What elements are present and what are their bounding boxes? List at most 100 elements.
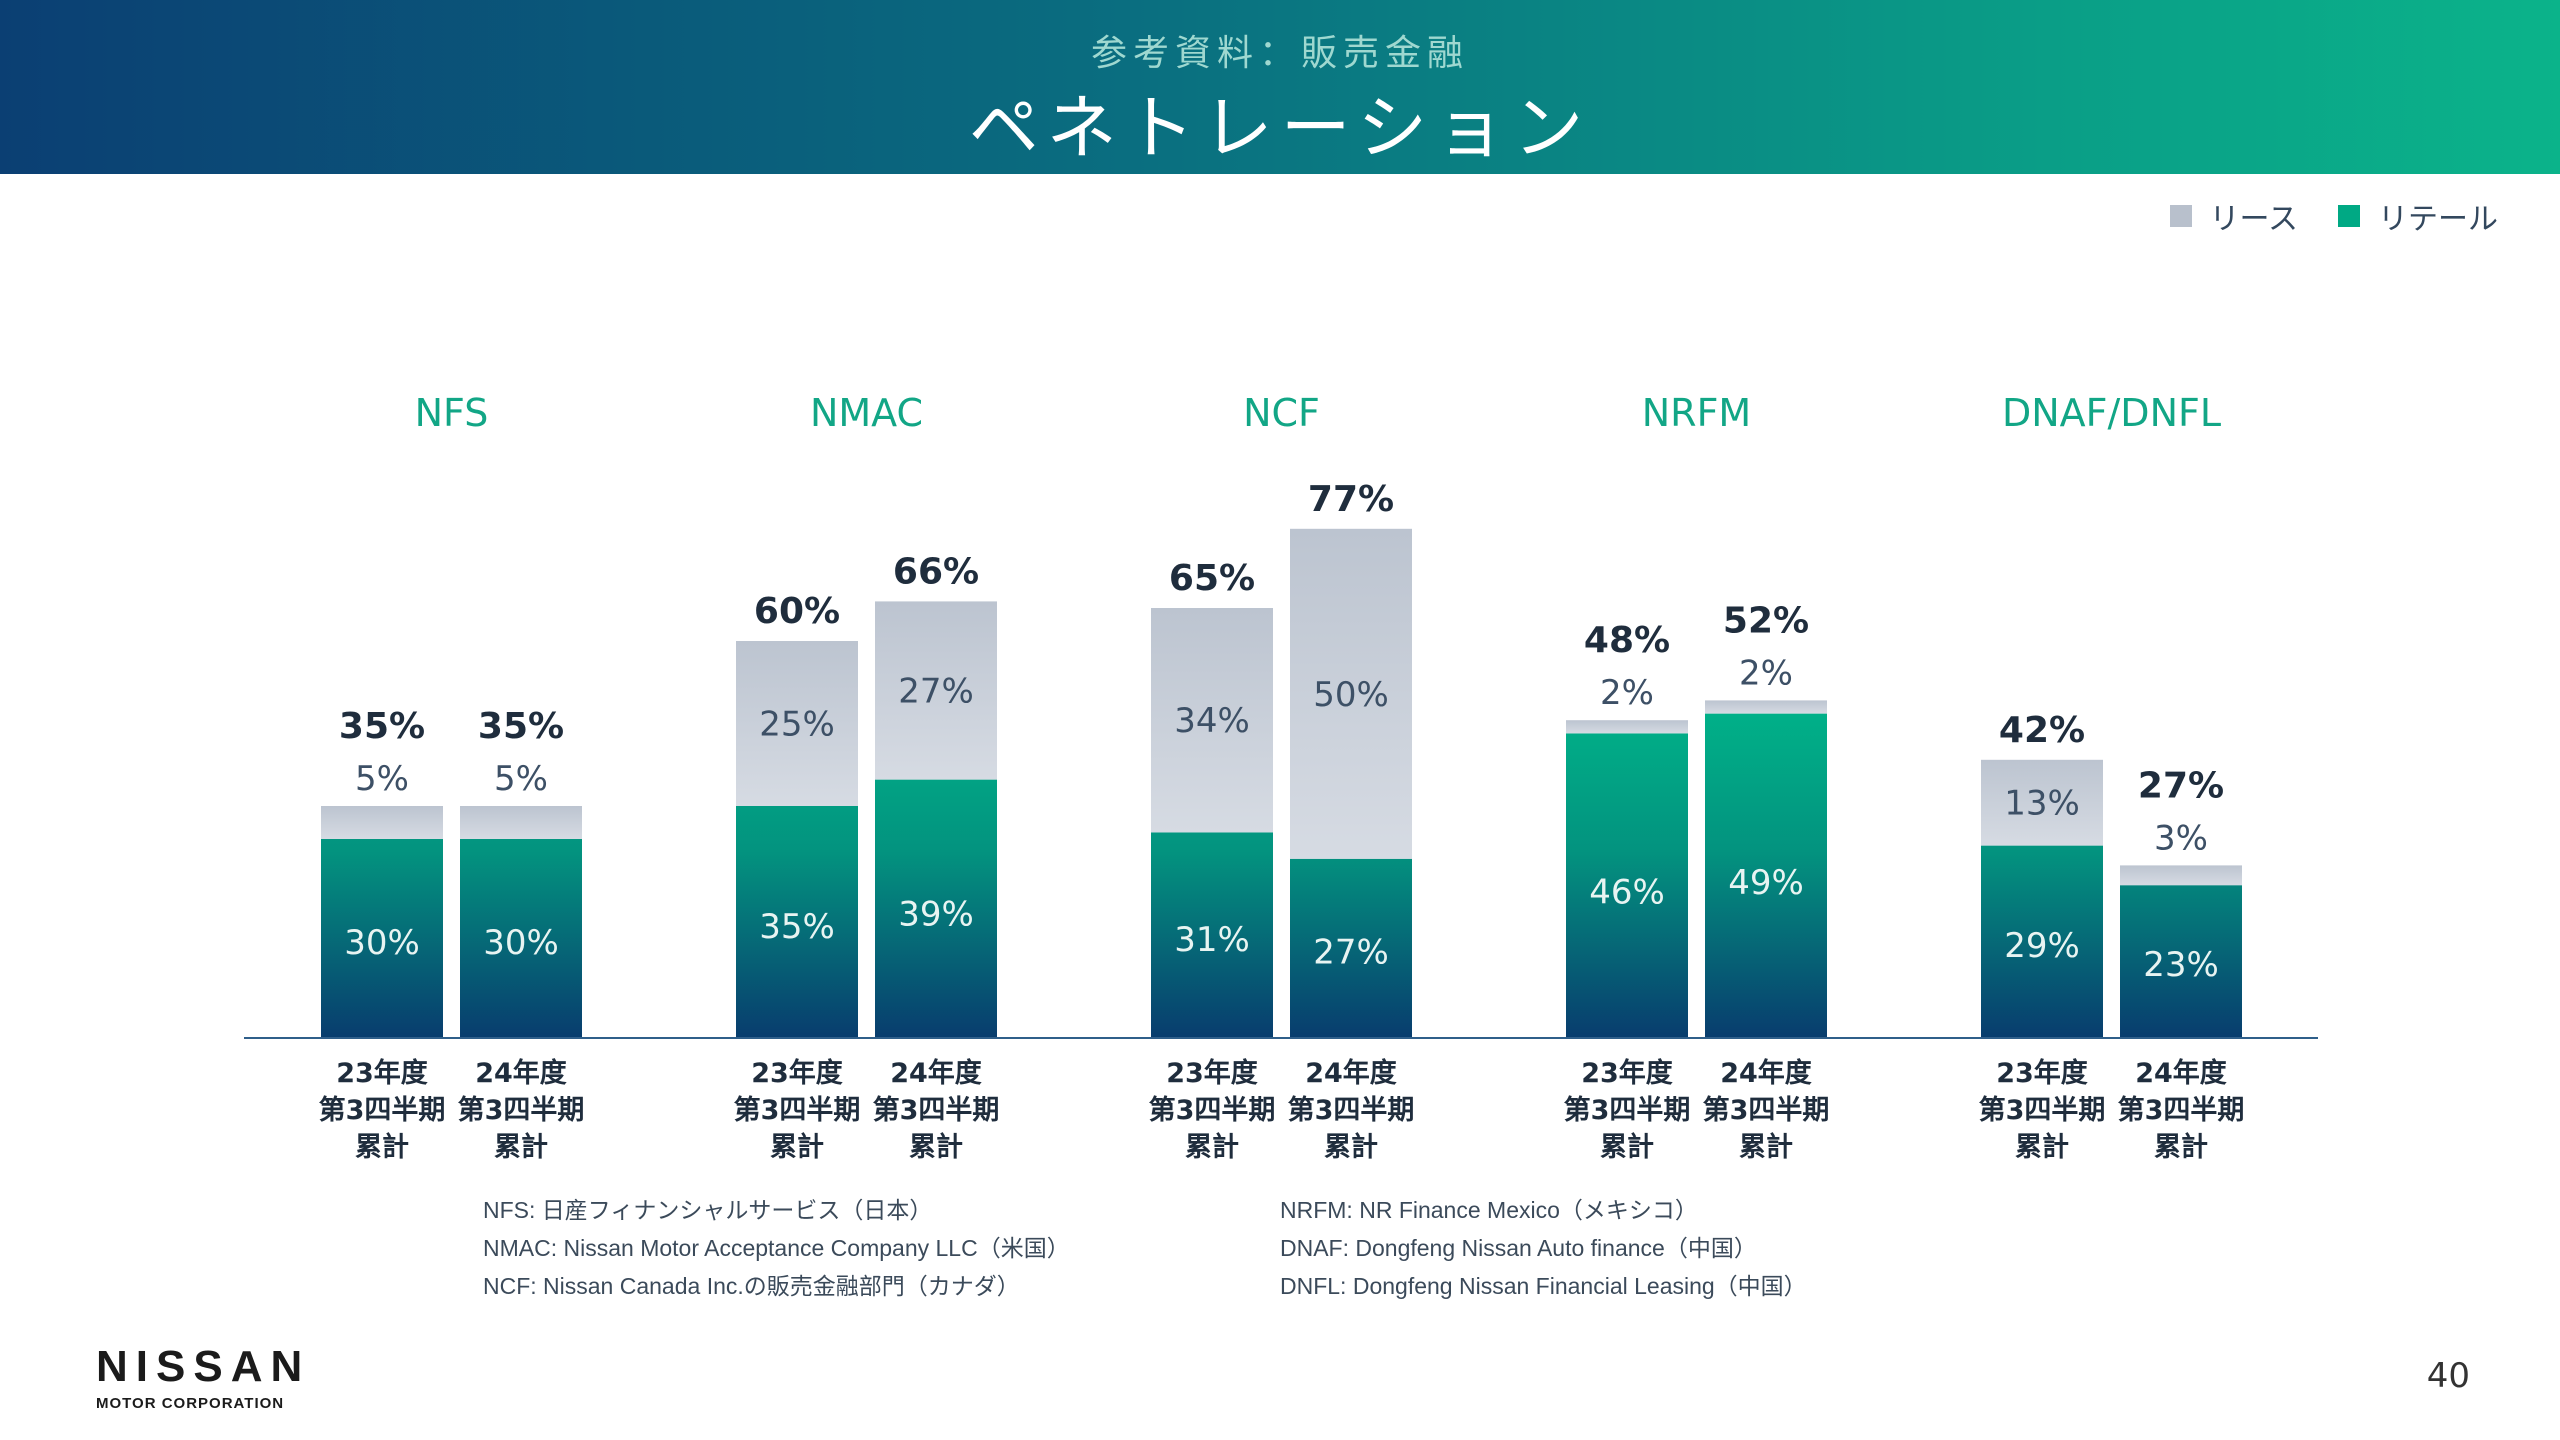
footnotes-left: NFS: 日産フィナンシャルサービス（日本） NMAC: Nissan Moto…: [483, 1191, 1070, 1305]
tick-label: 24年度: [1720, 1057, 1812, 1089]
label-retail: 49%: [1728, 863, 1804, 903]
bar-retail: [1981, 845, 2103, 1037]
tick-label: 累計: [2154, 1131, 2208, 1163]
footnote-nrfm: NRFM: NR Finance Mexico（メキシコ）: [1280, 1197, 1698, 1223]
tick-label: 24年度: [2135, 1057, 2227, 1089]
header-subtitle: 参考資料：販売金融: [1090, 33, 1469, 74]
tick-label: 23年度: [1996, 1057, 2088, 1089]
label-total: 77%: [1308, 479, 1394, 520]
bar-retail: [1151, 832, 1273, 1037]
legend-label-retail: リテール: [2378, 202, 2498, 237]
tick-label: 累計: [494, 1131, 548, 1163]
chart-legend: リース リテール: [2169, 194, 2498, 238]
bar-lease: [1981, 759, 2103, 846]
label-lease: 34%: [1174, 701, 1250, 741]
legend-item-lease: リース: [2169, 194, 2299, 238]
footnote-nmac: NMAC: Nissan Motor Acceptance Company LL…: [483, 1235, 1070, 1261]
footnote-dnaf: DNAF: Dongfeng Nissan Auto finance（中国）: [1280, 1235, 1757, 1261]
bar-retail: [1290, 858, 1412, 1037]
label-retail: 30%: [483, 923, 559, 963]
tick-label: 23年度: [336, 1057, 428, 1089]
tick-label: 累計: [2015, 1131, 2069, 1163]
tick-label: 24年度: [890, 1057, 982, 1089]
bar-lease: [321, 806, 443, 839]
nissan-logo: NISSAN MOTOR CORPORATION: [96, 1342, 316, 1413]
header-banner: 参考資料：販売金融 ペネトレーション: [0, 0, 2560, 174]
group-title: DNAF/DNFL: [2002, 391, 2221, 435]
label-lease: 3%: [2154, 818, 2208, 858]
bar-lease: [1566, 720, 1688, 734]
bar-lease: [736, 641, 858, 806]
tick-label: 累計: [1185, 1131, 1239, 1163]
bar-lease: [1705, 700, 1827, 714]
tick-label: 第3四半期: [2118, 1094, 2245, 1126]
bar-lease: [1290, 528, 1412, 859]
label-retail: 46%: [1589, 872, 1665, 912]
label-total: 42%: [1999, 710, 2085, 751]
legend-swatch-retail: [2338, 205, 2360, 227]
tick-label: 第3四半期: [1564, 1094, 1691, 1126]
legend-label-lease: リース: [2209, 202, 2299, 237]
label-total: 35%: [478, 706, 564, 747]
bar-retail: [736, 806, 858, 1037]
label-lease: 2%: [1739, 653, 1793, 693]
label-retail: 31%: [1174, 920, 1250, 960]
tick-label: 23年度: [1581, 1057, 1673, 1089]
bar-retail: [875, 779, 997, 1037]
label-total: 60%: [754, 591, 840, 632]
tick-label: 第3四半期: [734, 1094, 861, 1126]
logo-corp: MOTOR CORPORATION: [96, 1395, 285, 1412]
group-title: NFS: [415, 391, 489, 435]
bar-lease: [875, 601, 997, 780]
footnotes-right: NRFM: NR Finance Mexico（メキシコ） DNAF: Dong…: [1280, 1191, 1807, 1305]
tick-label: 24年度: [475, 1057, 567, 1089]
label-total: 35%: [339, 706, 425, 747]
footnote-dnfl: DNFL: Dongfeng Nissan Financial Leasing（…: [1280, 1273, 1807, 1299]
bar-lease: [2120, 865, 2242, 886]
tick-label: 累計: [1600, 1131, 1654, 1163]
legend-item-retail: リテール: [2338, 194, 2498, 238]
bar-lease: [1151, 608, 1273, 833]
tick-label: 23年度: [751, 1057, 843, 1089]
tick-label: 第3四半期: [1979, 1094, 2106, 1126]
tick-label: 第3四半期: [319, 1094, 446, 1126]
label-total: 27%: [2138, 765, 2224, 806]
label-lease: 5%: [355, 759, 409, 799]
label-total: 65%: [1169, 558, 1255, 599]
group-title: NRFM: [1642, 391, 1751, 435]
bar-retail: [1566, 733, 1688, 1037]
label-total: 48%: [1584, 620, 1670, 661]
bar-retail: [2120, 885, 2242, 1037]
tick-label: 累計: [1324, 1131, 1378, 1163]
legend-swatch-lease: [2169, 205, 2192, 227]
label-lease: 25%: [759, 705, 835, 745]
label-retail: 29%: [2004, 926, 2080, 966]
footnote-ncf: NCF: Nissan Canada Inc.の販売金融部門（カナダ）: [483, 1273, 1020, 1299]
bar-lease: [460, 806, 582, 839]
tick-label: 第3四半期: [873, 1094, 1000, 1126]
label-retail: 27%: [1313, 932, 1389, 972]
tick-label: 第3四半期: [1149, 1094, 1276, 1126]
tick-label: 23年度: [1166, 1057, 1258, 1089]
bar-retail: [460, 839, 582, 1037]
tick-label: 第3四半期: [1288, 1094, 1415, 1126]
label-retail: 30%: [344, 923, 420, 963]
tick-label: 第3四半期: [458, 1094, 585, 1126]
label-total: 66%: [893, 551, 979, 592]
label-lease: 50%: [1313, 675, 1389, 715]
page-number: 40: [2426, 1356, 2470, 1396]
label-total: 52%: [1723, 600, 1809, 641]
tick-label: 24年度: [1305, 1057, 1397, 1089]
tick-label: 累計: [1739, 1131, 1793, 1163]
label-lease: 13%: [2004, 784, 2080, 824]
label-lease: 27%: [898, 672, 974, 712]
bar-retail: [1705, 713, 1827, 1037]
label-retail: 35%: [759, 907, 835, 947]
label-lease: 2%: [1600, 673, 1654, 713]
tick-label: 累計: [770, 1131, 824, 1163]
footnote-nfs: NFS: 日産フィナンシャルサービス（日本）: [483, 1197, 933, 1223]
tick-label: 累計: [355, 1131, 409, 1163]
logo-brand: NISSAN: [96, 1342, 311, 1391]
label-retail: 23%: [2143, 945, 2219, 985]
